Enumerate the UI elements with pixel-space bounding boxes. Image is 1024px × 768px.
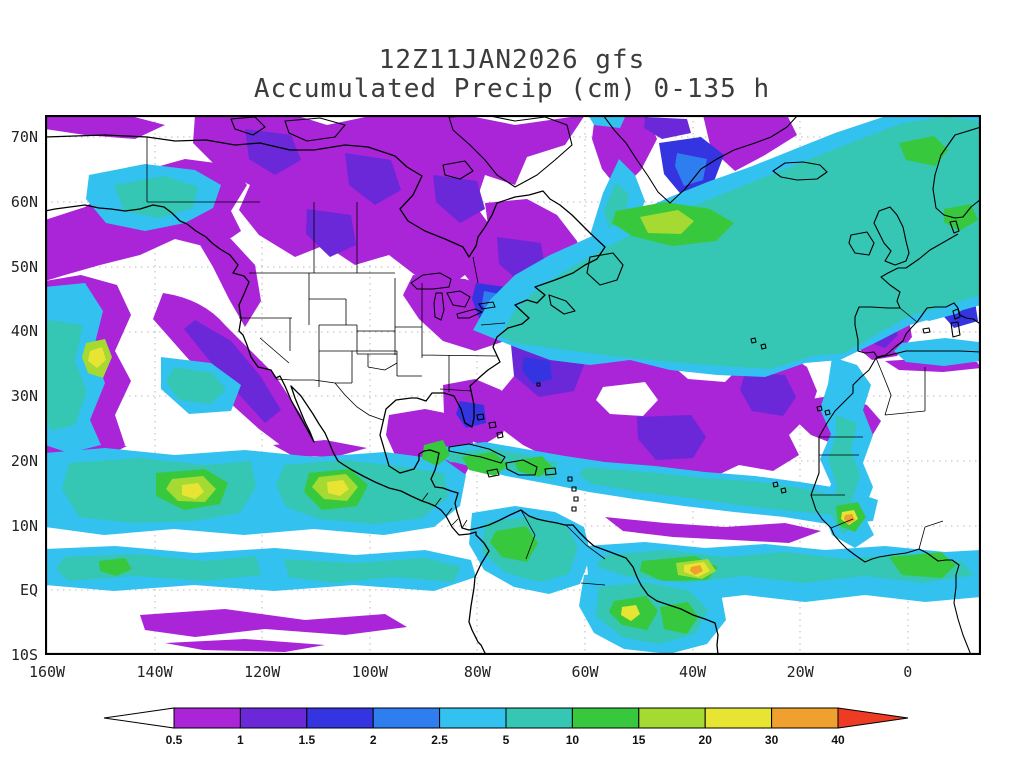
precip-map-svg <box>44 114 982 656</box>
coastline-layer <box>44 114 982 656</box>
chart-title-line1: 12Z11JAN2026 gfs <box>378 45 646 75</box>
colorbar-segment <box>439 707 507 729</box>
lat-tick-label: 60N <box>10 192 38 211</box>
map-area <box>44 114 982 656</box>
lon-tick-label: 0 <box>903 663 913 681</box>
colorbar-tick-label: 2.5 <box>431 733 448 747</box>
map-border <box>44 114 982 656</box>
lat-tick-label: 40N <box>10 322 38 341</box>
chart-title-line2: Accumulated Precip (cm) 0-135 h <box>253 74 771 104</box>
lon-tick-label: 20W <box>786 663 814 681</box>
colorbar-tick-label: 1 <box>237 733 244 747</box>
colorbar-tick-label: 2 <box>370 733 377 747</box>
colorbar: 0.5 1 1.5 2 2.5 5 10 15 20 30 40 <box>92 704 940 754</box>
colorbar-tick-label: 1.5 <box>298 733 315 747</box>
colorbar-tick-label: 20 <box>699 733 713 747</box>
lon-tick-label: 140W <box>136 663 173 681</box>
lat-tick-label: 30N <box>10 387 38 405</box>
lat-tick-label: 10S <box>10 646 38 664</box>
colorbar-tick-label: 5 <box>503 733 510 747</box>
colorbar-segment <box>372 707 441 729</box>
colorbar-segment <box>704 707 773 729</box>
lon-tick-label: 80W <box>463 663 491 681</box>
lon-tick-label: 120W <box>244 663 281 681</box>
colorbar-left-arrow <box>103 707 175 729</box>
colorbar-segment <box>771 707 839 729</box>
colorbar-segment <box>505 707 573 729</box>
colorbar-segment <box>571 707 640 729</box>
colorbar-tick-label: 0.5 <box>166 733 183 747</box>
colorbar-tick-label: 10 <box>566 733 580 747</box>
colorbar-tick-label: 40 <box>831 733 845 747</box>
colorbar-tick-label: 15 <box>632 733 646 747</box>
precip-layer <box>45 115 981 654</box>
lon-tick-label: 40W <box>679 663 707 681</box>
lat-tick-label: EQ <box>19 581 38 600</box>
lon-tick-label: 60W <box>571 663 599 681</box>
lat-tick-label: 50N <box>10 257 38 276</box>
lat-tick-label: 20N <box>10 451 38 470</box>
colorbar-right-arrow <box>837 707 909 729</box>
colorbar-segment <box>306 707 374 729</box>
lat-tick-label: 10N <box>10 516 38 535</box>
chart-title: 12Z11JAN2026 gfs Accumulated Precip (cm)… <box>0 46 1024 104</box>
colorbar-segment <box>239 707 308 729</box>
colorbar-tick-label: 30 <box>765 733 779 747</box>
colorbar-segment <box>638 707 706 729</box>
colorbar-svg: 0.5 1 1.5 2 2.5 5 10 15 20 30 40 <box>103 707 909 747</box>
colorbar-segment <box>173 707 241 729</box>
lon-tick-label: 100W <box>351 663 388 681</box>
lon-tick-label: 160W <box>28 663 66 681</box>
lat-tick-label: 70N <box>10 128 38 146</box>
